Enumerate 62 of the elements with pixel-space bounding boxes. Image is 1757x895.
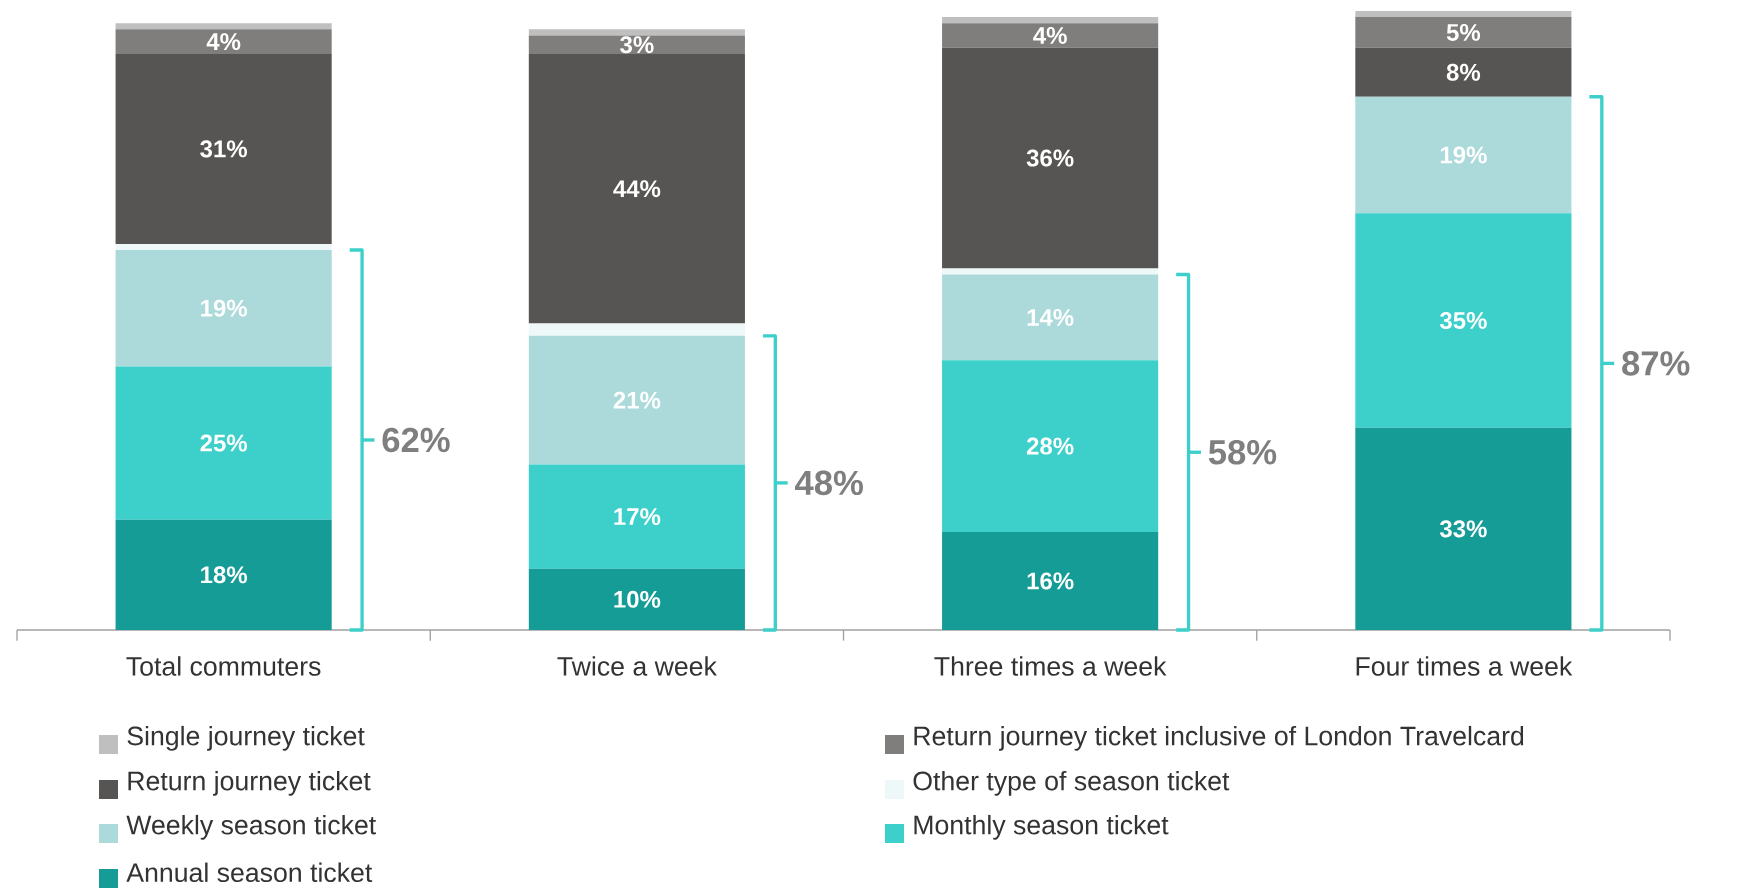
data-label: 18% xyxy=(201,566,248,584)
x-tick-label: Three times a week xyxy=(934,656,1167,676)
data-label: 25% xyxy=(200,434,248,452)
bar xyxy=(115,29,332,54)
legend-label: Weekly season ticket xyxy=(126,814,377,840)
bar xyxy=(528,335,745,465)
data-label: 10% xyxy=(614,590,661,608)
bar xyxy=(942,47,1159,269)
bar xyxy=(1355,213,1572,428)
bar xyxy=(942,268,1159,275)
legend-label: Single journey ticket xyxy=(127,725,365,751)
bar xyxy=(528,29,745,36)
annotation: 62% xyxy=(382,427,450,453)
data-label: 28% xyxy=(1026,437,1074,455)
data-label: 44% xyxy=(613,180,661,198)
bar xyxy=(1355,10,1572,18)
legend-label: Other type of season ticket xyxy=(913,770,1230,796)
bar xyxy=(528,568,745,630)
bar xyxy=(115,519,332,630)
bar xyxy=(1355,427,1572,630)
x-tick-label: Four times a week xyxy=(1356,656,1573,676)
bar xyxy=(528,464,745,569)
data-label: 36% xyxy=(1026,149,1074,167)
bar xyxy=(942,531,1159,630)
bar xyxy=(115,250,332,367)
bar xyxy=(115,243,332,251)
data-label: 16% xyxy=(1027,572,1074,590)
bar xyxy=(528,53,745,324)
data-label: 5% xyxy=(1446,23,1481,41)
bar xyxy=(1355,47,1572,97)
data-label: 17% xyxy=(614,508,661,526)
data-label: 31% xyxy=(200,140,248,158)
legend-label: Monthly season ticket xyxy=(914,814,1169,840)
bar xyxy=(528,323,745,336)
bar xyxy=(528,35,745,54)
data-label: 4% xyxy=(206,33,241,51)
x-tick-label: Total commuters xyxy=(126,656,321,676)
data-label: 14% xyxy=(1027,308,1074,326)
data-label: 3% xyxy=(620,36,654,54)
data-label: 8% xyxy=(1446,63,1481,81)
bar xyxy=(1355,96,1572,214)
bar xyxy=(942,23,1159,48)
bar xyxy=(942,274,1159,361)
data-label: 19% xyxy=(201,299,248,317)
bar xyxy=(115,23,332,30)
data-label: 21% xyxy=(613,391,661,409)
data-label: 33% xyxy=(1439,520,1487,538)
bar xyxy=(942,360,1159,532)
bar xyxy=(1355,17,1572,48)
legend-label: Return journey ticket inclusive of London Travelcard xyxy=(914,725,1524,751)
annotation: 58% xyxy=(1208,439,1277,465)
x-tick-label: Twice a week xyxy=(557,656,717,676)
legend-label: Return journey ticket xyxy=(128,770,371,796)
data-label: 4% xyxy=(1033,27,1067,44)
annotation: 48% xyxy=(795,470,863,496)
bar xyxy=(115,53,332,244)
legend-label: Annual season ticket xyxy=(126,862,373,883)
data-label: 35% xyxy=(1439,311,1487,329)
data-label: 19% xyxy=(1440,146,1487,164)
bar xyxy=(115,366,332,520)
bar xyxy=(942,17,1159,24)
annotation: 87% xyxy=(1622,351,1690,376)
